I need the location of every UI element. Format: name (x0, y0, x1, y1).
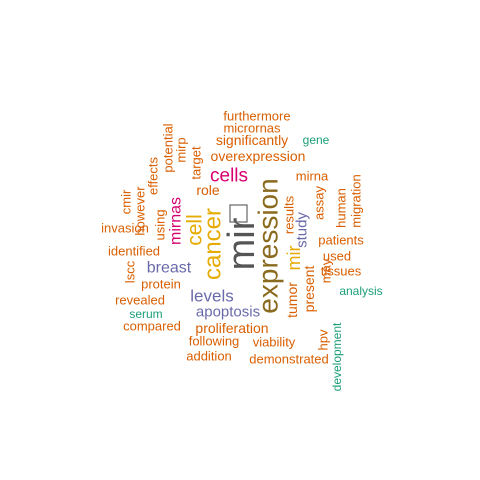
word-assay: assay (312, 186, 327, 220)
word-tissues: tissues (321, 264, 362, 279)
word-study: study (294, 212, 311, 248)
word-present: present (301, 266, 317, 313)
word-development: development (330, 322, 344, 391)
word-serum: serum (129, 307, 162, 321)
word-mirp: mirp (174, 137, 189, 162)
word-hpv: hpv (316, 329, 331, 350)
word-analysis: analysis (339, 284, 382, 298)
word-following: following (189, 334, 240, 349)
word-overexpression: overexpression (211, 148, 306, 164)
word-significantly: significantly (216, 132, 288, 148)
word-gene: gene (303, 133, 330, 147)
word-mirna: mirna (296, 169, 329, 184)
word-may: may (319, 258, 334, 283)
word-human: human (334, 188, 349, 228)
word-revealed: revealed (115, 293, 165, 308)
word-lscc: lscc (123, 260, 138, 283)
word-apoptosis: apoptosis (196, 304, 260, 321)
word-mir: mir (284, 246, 304, 271)
word-identified: identified (108, 244, 160, 259)
word-protein: protein (141, 277, 181, 292)
word-using: using (153, 209, 168, 240)
word-compared: compared (123, 319, 181, 334)
word-expression: expression (253, 178, 284, 313)
word-mir: mir (221, 217, 263, 270)
word-micrornas: micrornas (223, 121, 281, 136)
word-patients: patients (318, 233, 364, 248)
word-furthermore: furthermore (223, 109, 290, 124)
word-levels: levels (190, 287, 233, 306)
word-tumor: tumor (284, 282, 300, 318)
word-demonstrated: demonstrated (249, 352, 329, 367)
word-used: used (323, 249, 351, 264)
word-effects: effects (146, 156, 161, 195)
missing-glyph-box (229, 204, 248, 223)
word-cmir: cmir (119, 189, 134, 214)
word-potential: potential (161, 123, 176, 172)
word-invasion: invasion (101, 221, 149, 236)
word-cell: cell (184, 214, 207, 246)
word-however: however (133, 186, 148, 236)
word-breast: breast (147, 260, 192, 277)
word-target: target (189, 146, 204, 180)
word-mirnas: mirnas (168, 197, 185, 245)
word-cancer: cancer (200, 208, 227, 280)
word-results: results (282, 195, 297, 234)
word-cells: cells (210, 166, 248, 187)
word-migration: migration (349, 174, 364, 227)
word-role: role (196, 182, 220, 198)
word-viability: viability (253, 335, 296, 350)
word-proliferation: proliferation (195, 320, 268, 336)
word-addition: addition (186, 349, 232, 364)
